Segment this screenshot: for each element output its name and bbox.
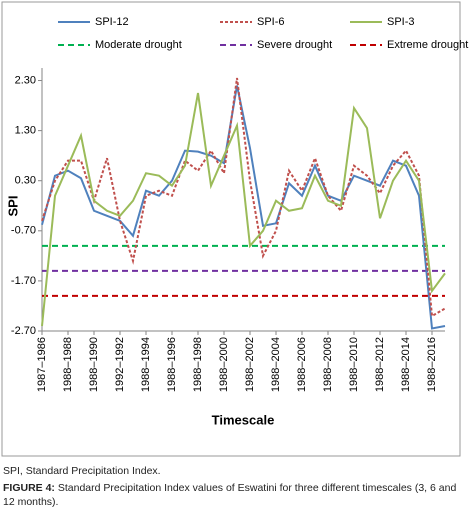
y-tick-label: -1.70 [11, 275, 36, 287]
legend-label: Severe drought [257, 39, 332, 51]
x-tick-label: 1988–2006 [296, 337, 308, 392]
y-tick-label: 2.30 [15, 74, 36, 86]
x-tick-label: 1988–2002 [244, 337, 256, 392]
y-axis-label: SPI [5, 196, 20, 217]
series-line [41, 92, 446, 327]
legend-label: Moderate drought [95, 39, 182, 51]
chart-frame [1, 1, 461, 457]
x-tick-label: 1988–1994 [140, 337, 152, 392]
legend-label: SPI-12 [95, 16, 129, 28]
y-tick-label: 0.30 [15, 175, 36, 187]
x-tick-label: 1988–2008 [322, 337, 334, 392]
y-tick-label: -2.70 [11, 325, 36, 337]
x-tick-label: 1988–2012 [374, 337, 386, 392]
x-tick-label: 1988–2004 [270, 337, 282, 392]
legend-label: SPI-6 [257, 16, 285, 28]
x-tick-label: 1988–1990 [88, 337, 100, 392]
y-tick-label: 1.30 [15, 125, 36, 137]
figure-label: FIGURE 4: [3, 482, 55, 494]
x-tick-label: 1988–1998 [192, 337, 204, 392]
legend-label: Extreme drought [387, 39, 468, 51]
x-tick-label: 1988–2000 [218, 337, 230, 392]
x-tick-label: 1988–2010 [348, 337, 360, 392]
x-axis-label: Timescale [212, 412, 275, 427]
x-tick-label: 1988–1996 [166, 337, 178, 392]
x-tick-label: 1992–1992 [114, 337, 126, 392]
x-tick-label: 1988–1988 [62, 337, 74, 392]
y-tick-label: -0.70 [11, 225, 36, 237]
series-line [41, 85, 446, 330]
caption-text: Standard Precipitation Index values of E… [3, 482, 457, 508]
x-tick-label: 1988–2016 [426, 337, 438, 392]
chart: SPI Timescale -2.70 -1.70 -0.70 0.30 1.30 2.3… [1, 1, 468, 457]
legend-label: SPI-3 [387, 16, 415, 28]
note: SPI, Standard Precipitation Index. [3, 465, 161, 477]
x-tick-label: 1987–1986 [36, 337, 48, 392]
x-tick-label: 1988–2014 [400, 337, 412, 392]
caption: FIGURE 4: Standard Precipitation Index v… [3, 481, 465, 509]
series-line [41, 77, 446, 318]
